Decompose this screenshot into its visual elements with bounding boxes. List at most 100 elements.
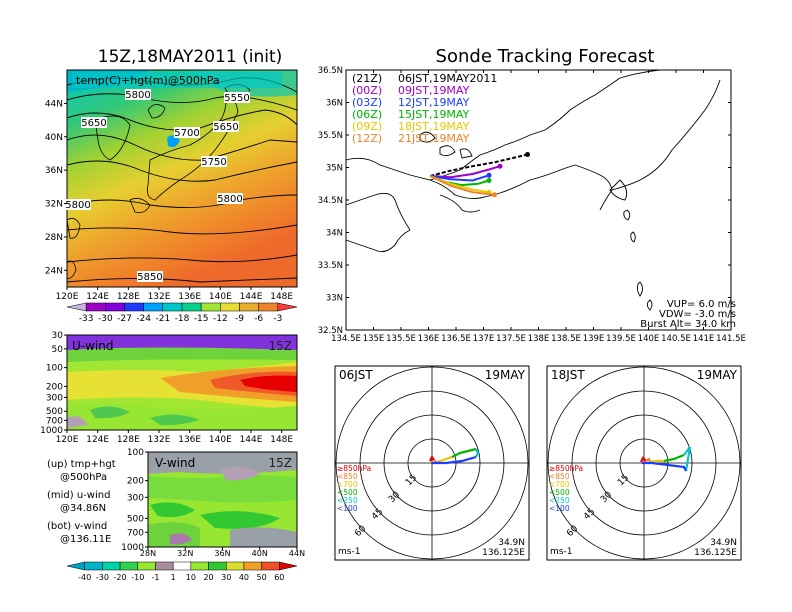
- hodograph-title: 18JST: [551, 368, 585, 382]
- level-legend: <700: [337, 480, 358, 489]
- coastlines: [67, 84, 251, 279]
- colorbar-swatch: [239, 302, 259, 312]
- legend-line: @500hPa: [60, 472, 107, 483]
- hodograph-date: 19MAY: [485, 368, 526, 382]
- pressure-tick-label: 30: [52, 331, 64, 341]
- colorbar-label: -18: [175, 314, 190, 324]
- colorbar-swatch: [105, 302, 125, 312]
- pressure-tick-label: 300: [46, 393, 63, 403]
- launch-legend-time: 09JST,19MAY: [398, 84, 470, 97]
- colorbar-label: 1: [171, 573, 176, 582]
- colorbar-swatch: [220, 302, 240, 312]
- lon-tick-label: 139E: [583, 334, 605, 344]
- launch-legend-code: (03Z): [352, 96, 382, 109]
- track-line: [429, 153, 528, 177]
- colorbar-label: 50: [257, 573, 267, 582]
- burst-point: [492, 192, 497, 198]
- lat-tick-label: 40N: [45, 133, 63, 143]
- wind-colorbar: -40 -30 -20 -10 -1 1 10 20 30 40 50 60: [66, 561, 298, 582]
- lat-tick-label: 28N: [45, 233, 63, 243]
- sonde-param: Burst Alt= 34.0 km: [640, 319, 736, 330]
- colorbar-label: -33: [79, 314, 94, 324]
- launch-legend: (21Z) 06JST,19MAY2011 (00Z) 09JST,19MAY (03Z…: [352, 72, 497, 145]
- lon-tick-label: 144E: [240, 435, 263, 445]
- lon-tick-label: 140.5E: [661, 334, 691, 344]
- lon-tick-label: 137.5E: [496, 334, 526, 344]
- hodograph-date: 19MAY: [697, 368, 738, 382]
- colorbar-label: -27: [117, 314, 132, 324]
- lat-tick-label: 44N: [45, 99, 63, 109]
- level-legend: <500: [549, 488, 570, 497]
- lat-tick-label: 36N: [326, 99, 343, 109]
- lat-tick-label: 33.5N: [318, 261, 343, 271]
- hodograph-trace: [683, 446, 692, 472]
- launch-legend-time: 12JST,19MAY: [398, 96, 470, 109]
- colorbar-swatch: [200, 302, 221, 312]
- colorbar-swatch: [225, 561, 245, 571]
- track-map: 134.5E 135E 135.5E 136E 136.5E 137E 137.5E 138E…: [318, 66, 746, 344]
- legend-line: @136.11E: [60, 534, 111, 545]
- hodograph-trace: [645, 457, 652, 463]
- contour-label-bg: [217, 193, 243, 204]
- track-line: [430, 174, 490, 182]
- level-legend: <700: [549, 480, 570, 489]
- colorbar-swatch: [261, 561, 280, 571]
- launch-legend-code: (06Z): [352, 108, 382, 121]
- pressure-tick-label: 50: [52, 345, 64, 355]
- lat-tick-label: 44N: [289, 549, 305, 558]
- lon-tick-label: 135.5E: [386, 334, 416, 344]
- colorbar-swatch: [190, 561, 209, 571]
- lon-tick-label: 141.5E: [716, 334, 746, 344]
- hodograph-trace: [475, 448, 480, 458]
- location-lon: 136.125E: [482, 548, 525, 558]
- colorbar-label: -12: [213, 314, 228, 324]
- colorbar-swatch: [172, 561, 192, 571]
- contour-label: 5800: [65, 200, 90, 211]
- track-axes: 134.5E 135E 135.5E 136E 136.5E 137E 137.5E 138E…: [318, 66, 746, 344]
- level-legend: <500: [337, 488, 358, 497]
- map500-axes: 120E 124E 128E 132E 136E 140E 144E 148E 24N 28N 32…: [45, 99, 294, 302]
- lon-tick-label: 138E: [528, 334, 550, 344]
- contour-label-bg: [213, 121, 239, 132]
- track-line: [430, 165, 501, 179]
- level-legend: <850: [549, 472, 570, 481]
- pressure-tick-label: 700: [46, 416, 63, 426]
- lon-tick-label: 124E: [86, 292, 109, 302]
- pressure-tick-label: 100: [46, 364, 63, 374]
- contour-labels: 5550 5650 5700 5650 5750 5800 5800 5800 5850: [65, 89, 250, 283]
- colorbar-swatch: [155, 561, 174, 571]
- lon-tick-label: 140E: [209, 292, 232, 302]
- launch-legend-code: (00Z): [352, 84, 382, 97]
- pressure-tick-label: 700: [127, 528, 144, 538]
- colorbar-label: -21: [155, 314, 170, 324]
- hodograph-title: 06JST: [339, 368, 373, 382]
- colorbar-label: -10: [131, 573, 144, 582]
- colorbar-label: -6: [254, 314, 263, 324]
- colorbar-swatch: [277, 302, 298, 312]
- legend-line: (up) tmp+hgt: [47, 459, 116, 470]
- level-legend: <250: [337, 496, 358, 505]
- legend-line: @34.86N: [60, 503, 106, 514]
- colorbar-label: -40: [78, 573, 91, 582]
- track-line: [429, 175, 495, 196]
- pressure-tick-label: 200: [127, 477, 144, 487]
- track-coastlines: [345, 69, 721, 311]
- lon-tick-label: 120E: [56, 292, 79, 302]
- lon-tick-label: 120E: [56, 435, 79, 445]
- lat-tick-label: 40N: [252, 549, 268, 558]
- hodograph-trace: [649, 459, 664, 464]
- lon-tick-label: 144E: [240, 292, 263, 302]
- colorbar-swatch: [137, 561, 156, 571]
- lon-tick-label: 135E: [363, 334, 385, 344]
- lon-tick-label: 137E: [473, 334, 495, 344]
- burst-point: [497, 163, 503, 169]
- burst-point: [486, 172, 492, 178]
- legend-line: (bot) v-wind: [47, 521, 107, 532]
- lon-tick-label: 128E: [117, 292, 140, 302]
- burst-point: [525, 152, 530, 157]
- contour-label-bg: [125, 89, 151, 100]
- lat-tick-label: 36N: [214, 549, 230, 558]
